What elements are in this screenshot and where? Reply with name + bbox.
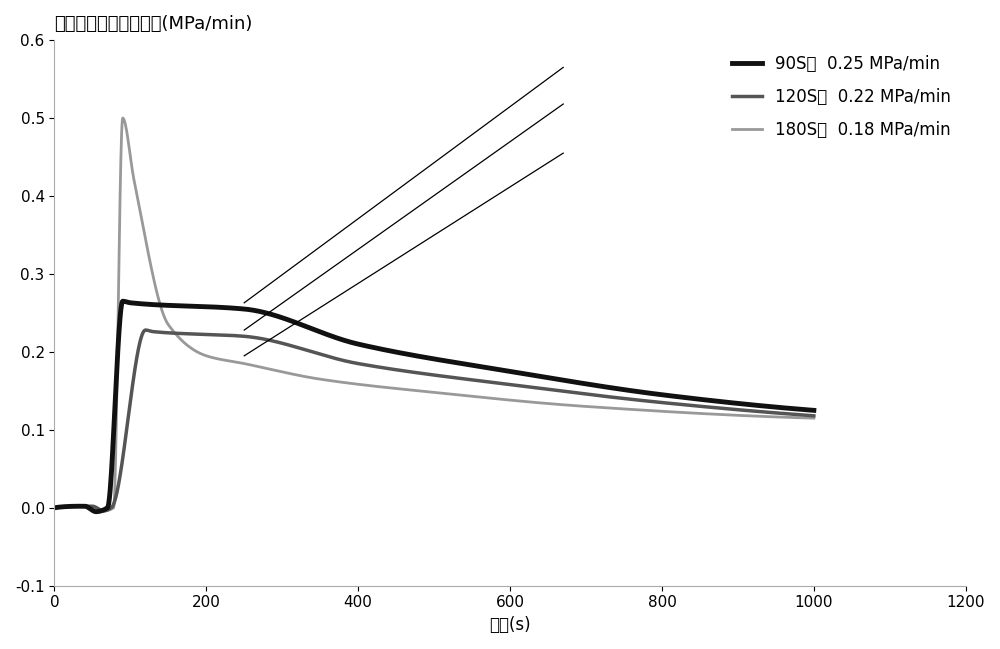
X-axis label: 时间(s): 时间(s) [489,616,531,634]
Text: 下游阀室压降速率变化(MPa/min): 下游阀室压降速率变化(MPa/min) [54,15,253,33]
Legend: 90S，  0.25 MPa/min, 120S，  0.22 MPa/min, 180S，  0.18 MPa/min: 90S， 0.25 MPa/min, 120S， 0.22 MPa/min, 1… [725,49,957,146]
